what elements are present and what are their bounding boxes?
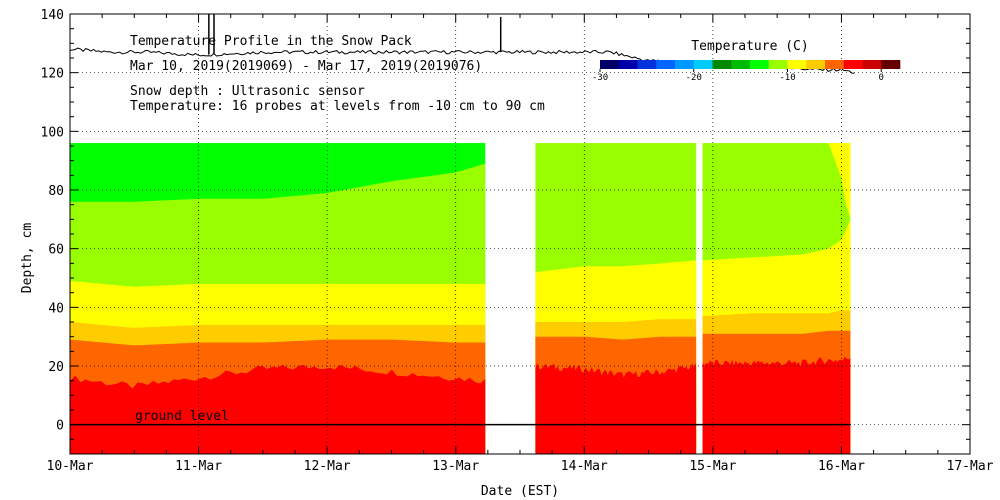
- x-tick-label-5: 15-Mar: [689, 459, 736, 474]
- colorbar-cell-7: [731, 60, 751, 69]
- y-axis-label: Depth, cm: [20, 223, 35, 294]
- colorbar-cell-15: [881, 60, 901, 69]
- x-tick-label-3: 13-Mar: [432, 459, 479, 474]
- colorbar-cell-5: [693, 60, 713, 69]
- temperature-heatmap: [70, 143, 851, 455]
- colorbar-cell-1: [618, 60, 638, 69]
- colorbar: [600, 60, 901, 69]
- heat-band-red-orange-seg-2: [702, 356, 851, 454]
- x-tick-label-6: 16-Mar: [818, 459, 865, 474]
- y-tick-label-0: 0: [56, 419, 64, 434]
- heat-band-red-orange-seg-1: [535, 362, 697, 454]
- y-tick-label-4: 80: [48, 184, 64, 199]
- colorbar-ticks: -30 -20 -10 0: [592, 69, 884, 83]
- y-tick-label-6: 120: [41, 67, 64, 82]
- colorbar-cell-3: [656, 60, 676, 69]
- colorbar-cell-11: [806, 60, 826, 69]
- note-temperature: Temperature: 16 probes at levels from -1…: [130, 99, 545, 114]
- note-snow-depth: Snow depth : Ultrasonic sensor: [130, 84, 365, 99]
- heat-band-upper-yellow-seg-2: [828, 143, 851, 220]
- colorbar-cell-4: [675, 60, 695, 69]
- colorbar-tick-label-1: -20: [686, 73, 702, 83]
- x-tick-label-4: 14-Mar: [561, 459, 608, 474]
- x-tick-label-0: 10-Mar: [47, 459, 94, 474]
- y-tick-label-5: 100: [41, 125, 64, 140]
- x-tick-label-7: 17-Mar: [947, 459, 994, 474]
- ground-level-label: ground level: [135, 409, 229, 424]
- y-tick-label-3: 60: [48, 243, 64, 258]
- colorbar-tick-label-0: -30: [592, 73, 608, 83]
- y-tick-label-2: 40: [48, 301, 64, 316]
- heat-band-red-orange-seg-0: [70, 364, 486, 454]
- colorbar-tick-label-2: -10: [779, 73, 795, 83]
- chart-title: Temperature Profile in the Snow Pack: [130, 34, 412, 49]
- y-tick-label-1: 20: [48, 360, 64, 375]
- colorbar-cell-14: [862, 60, 882, 69]
- grid: [70, 14, 970, 454]
- colorbar-cell-2: [637, 60, 657, 69]
- axis-ticks: 10-Mar 11-Mar 12-Mar 13-Mar 14-Mar 15-Mar 16-M…: [41, 8, 994, 474]
- colorbar-cell-10: [787, 60, 807, 69]
- x-tick-label-2: 12-Mar: [304, 459, 351, 474]
- colorbar-cell-0: [600, 60, 620, 69]
- y-tick-label-7: 140: [41, 8, 64, 23]
- colorbar-cell-8: [750, 60, 770, 69]
- legend-title: Temperature (C): [691, 39, 808, 54]
- colorbar-legend: Temperature (C) -30 -20 -10 0: [592, 39, 901, 83]
- colorbar-cell-6: [712, 60, 732, 69]
- colorbar-cell-9: [768, 60, 788, 69]
- x-axis-label: Date (EST): [481, 484, 559, 499]
- colorbar-cell-12: [825, 60, 845, 69]
- x-tick-label-1: 11-Mar: [175, 459, 222, 474]
- chart-subtitle: Mar 10, 2019(2019069) - Mar 17, 2019(201…: [130, 59, 482, 74]
- colorbar-cell-13: [843, 60, 863, 69]
- colorbar-tick-label-3: 0: [879, 73, 884, 83]
